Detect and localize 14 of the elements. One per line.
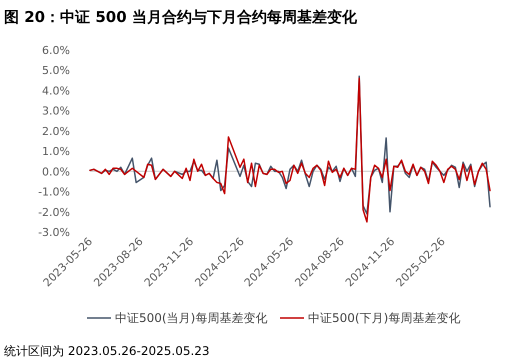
chart-title: 图 20：中证 500 当月合约与下月合约每周基差变化	[4, 8, 358, 26]
y-tick-label: 3.0%	[42, 104, 70, 118]
y-tick-label: -2.0%	[38, 206, 70, 219]
y-tick-label: -1.0%	[38, 186, 70, 199]
y-tick-label: 4.0%	[42, 84, 70, 98]
y-tick-label: 6.0%	[42, 44, 70, 57]
y-tick-label: -3.0%	[38, 226, 70, 239]
text: 统计区间为 2023.05.26-2025.05.23	[4, 344, 210, 358]
y-tick-label: 5.0%	[42, 64, 70, 78]
y-tick-label: 2.0%	[42, 124, 70, 138]
y-tick-label: 0.0%	[42, 165, 70, 178]
legend-label: 中证500(下月)每周基差变化	[308, 311, 460, 325]
y-tick-label: 1.0%	[42, 145, 70, 158]
legend-label: 中证500(当月)每周基差变化	[115, 311, 268, 325]
